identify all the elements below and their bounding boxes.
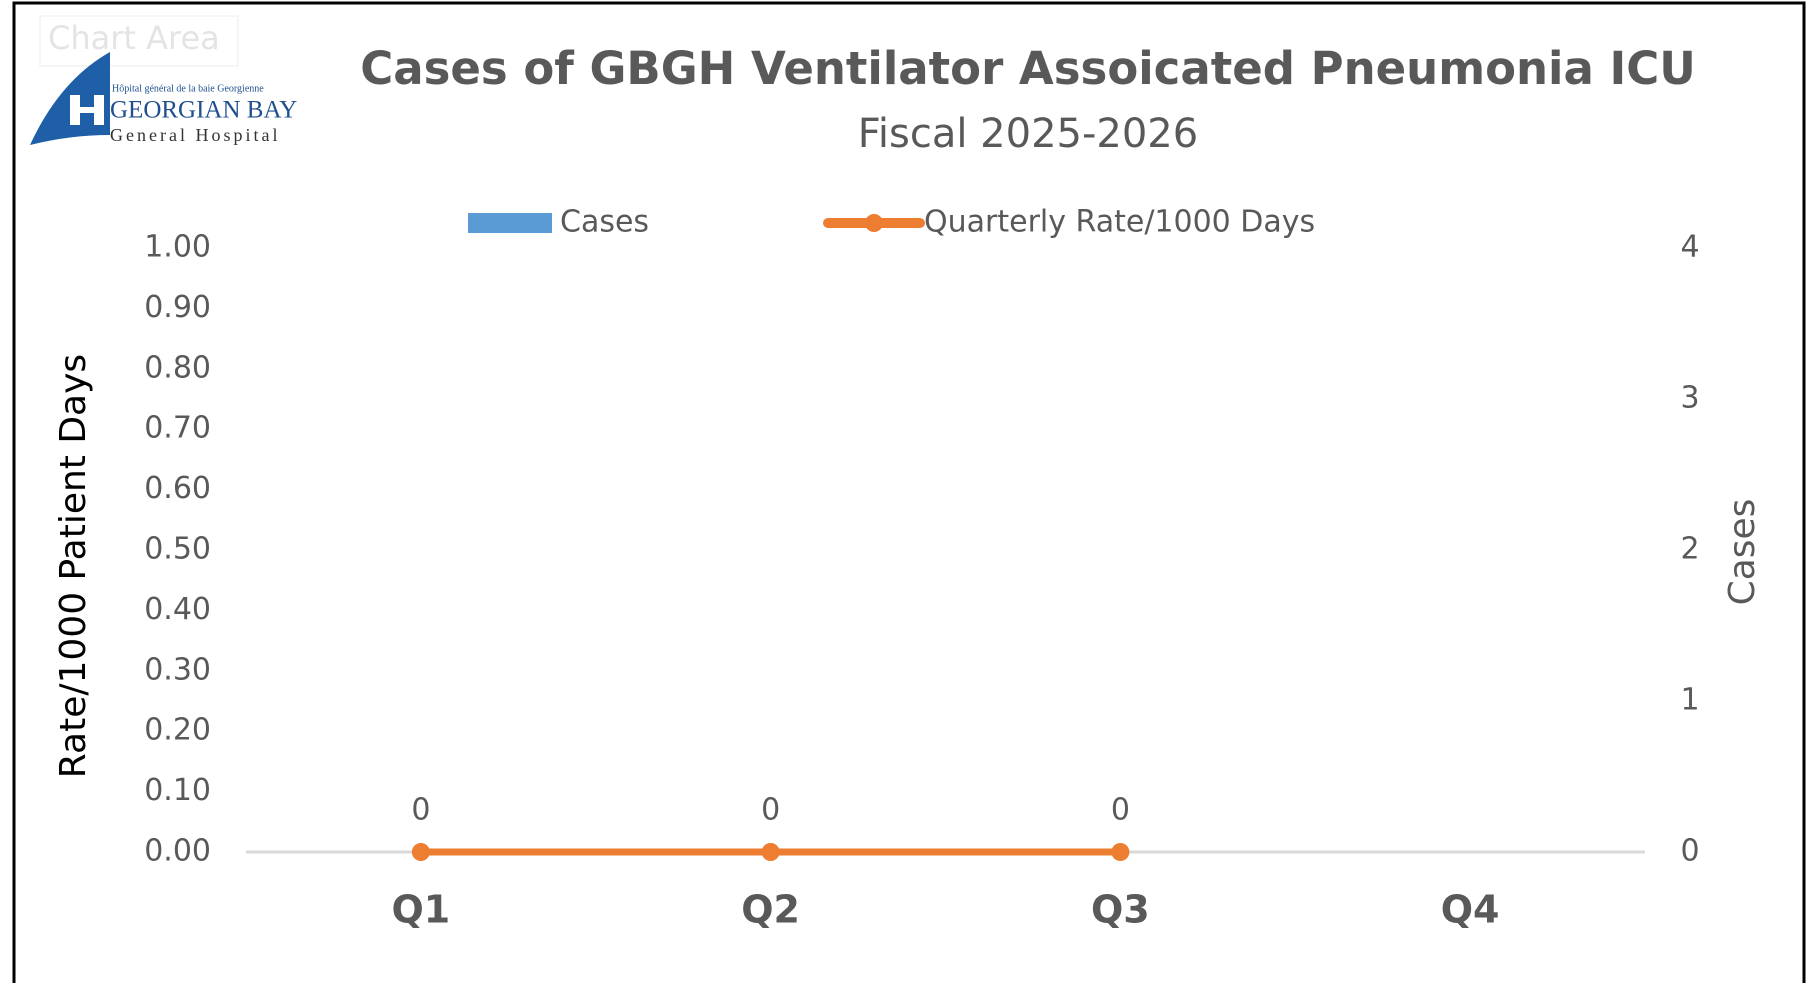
- y-tick-label: 0.50: [144, 532, 211, 567]
- tooltip-box: [39, 15, 239, 67]
- y-tick-label: 0.30: [144, 652, 211, 687]
- y-tick-label: 0.40: [144, 592, 211, 627]
- y2-tick-label: 0: [1680, 834, 1699, 869]
- y-tick-label: 0.90: [144, 290, 211, 325]
- y-tick-label: 0.00: [144, 834, 211, 869]
- x-tick-label: Q3: [1091, 888, 1150, 932]
- y-tick-label: 0.80: [144, 350, 211, 385]
- y-tick-label: 0.70: [144, 411, 211, 446]
- line-point: [411, 843, 430, 861]
- y-axis-title: Rate/1000 Patient Days: [53, 354, 94, 778]
- legend-label: Cases: [560, 205, 649, 240]
- logo-sub: General Hospital: [110, 125, 280, 145]
- x-tick-label: Q1: [392, 888, 451, 932]
- chart-title: Cases of GBGH Ventilator Assoicated Pneu…: [360, 42, 1696, 95]
- y2-tick-label: 2: [1680, 532, 1699, 567]
- x-tick-label: Q2: [741, 888, 800, 932]
- chart-subtitle: Fiscal 2025-2026: [858, 111, 1198, 157]
- y2-tick-label: 4: [1680, 230, 1699, 265]
- y-tick-label: 1.00: [144, 230, 211, 265]
- y2-axis-title: Cases: [1722, 499, 1763, 606]
- tooltip: Chart Area: [48, 19, 220, 57]
- y2-tick-label: 3: [1680, 381, 1699, 416]
- data-label: 0: [411, 793, 430, 828]
- data-label: 0: [1111, 793, 1130, 828]
- logo-h: [70, 95, 104, 125]
- data-label: 0: [761, 793, 780, 828]
- y-tick-label: 0.60: [144, 471, 211, 506]
- line-point: [761, 843, 780, 861]
- logo-french: Hôpital général de la baie Georgienne: [112, 83, 264, 94]
- line-point: [1111, 843, 1130, 861]
- y2-tick-label: 1: [1680, 683, 1699, 718]
- logo: Hôpital général de la baie Georgienne GE…: [30, 52, 297, 145]
- y-tick-label: 0.10: [144, 773, 211, 808]
- legend-swatch-point: [865, 214, 883, 232]
- chart-frame: [12, 1, 1806, 983]
- logo-name: GEORGIAN BAY: [110, 97, 297, 124]
- legend-label: Quarterly Rate/1000 Days: [924, 205, 1315, 240]
- x-tick-label: Q4: [1441, 888, 1500, 932]
- legend-swatch: [468, 213, 552, 233]
- y-tick-label: 0.20: [144, 713, 211, 748]
